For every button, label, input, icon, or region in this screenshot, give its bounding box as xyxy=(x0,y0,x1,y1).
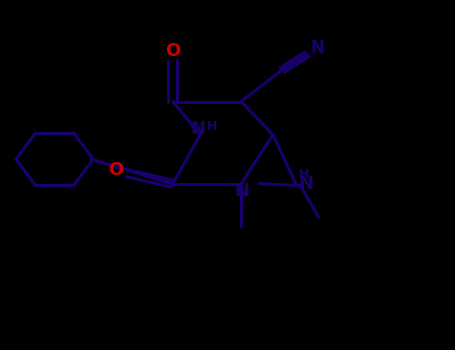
Text: H: H xyxy=(207,120,217,133)
Text: N: N xyxy=(235,182,249,200)
Text: N: N xyxy=(310,39,324,57)
Text: O: O xyxy=(165,42,181,60)
Text: H: H xyxy=(299,168,309,182)
Text: N: N xyxy=(191,120,205,139)
Text: O: O xyxy=(108,161,124,180)
Text: N: N xyxy=(298,175,313,193)
